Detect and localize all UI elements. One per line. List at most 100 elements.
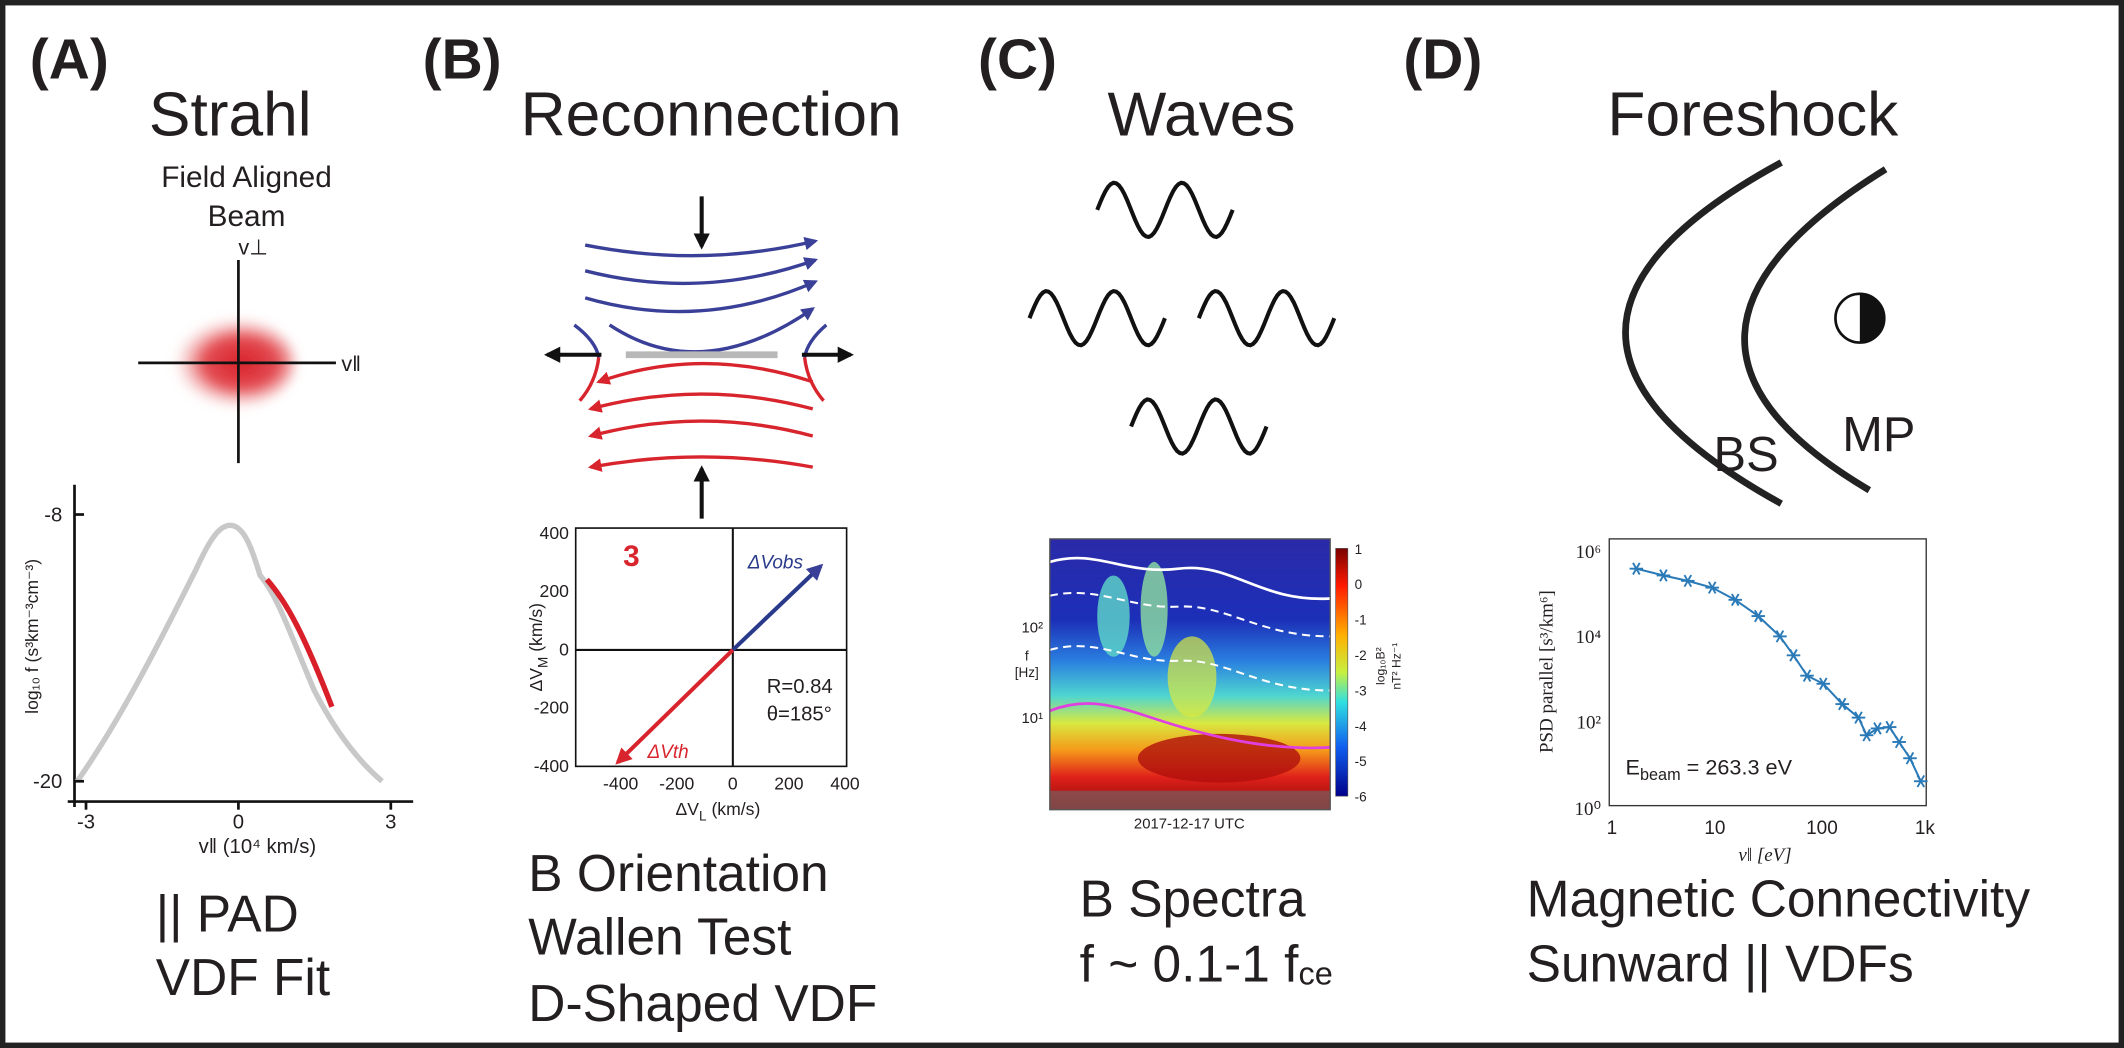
caption: f ~ 0.1-1 fce — [1080, 935, 1333, 993]
psd-markers — [1629, 562, 1928, 788]
tick-label: 10⁶ — [1576, 542, 1602, 563]
shape — [1049, 591, 1331, 638]
tick-label: 10¹ — [1022, 711, 1044, 727]
panel-title: Foreshock — [1607, 80, 1899, 149]
shape — [802, 357, 825, 402]
shape — [578, 357, 601, 402]
wave-icons — [1027, 180, 1337, 456]
wave — [1196, 288, 1337, 348]
shape — [1137, 733, 1301, 783]
text-part: L — [699, 809, 707, 824]
marker — [1862, 728, 1871, 742]
tick-label: 1 — [1607, 818, 1618, 839]
tick-label: 10⁰ — [1575, 799, 1602, 820]
subtitle: Beam — [208, 200, 286, 233]
tick-label: 0 — [1355, 577, 1363, 592]
vth-arrow — [615, 648, 735, 765]
ticks: 400 200 0 -200 -400 -400 -200 0 200 400 — [534, 523, 860, 793]
text-part: ΔV — [676, 799, 700, 819]
plot-box — [574, 527, 848, 768]
panel-a: (A) Strahl Field Aligned Beam v⊥ v‖ -8 -2… — [22, 29, 414, 1006]
wave — [1129, 397, 1269, 456]
y-axis-label: f [Hz] — [1015, 649, 1039, 680]
panel-title: Strahl — [149, 80, 312, 149]
marker — [1894, 735, 1904, 749]
shape — [584, 257, 819, 286]
caption: Magnetic Connectivity — [1527, 870, 2031, 928]
panel-label: (B) — [423, 29, 502, 92]
caption: || PAD — [156, 885, 299, 943]
marker — [1707, 581, 1717, 594]
text-part: f — [1025, 649, 1029, 664]
spectrogram — [1049, 538, 1331, 810]
panel-label: (D) — [1403, 29, 1482, 92]
tick-label: 1k — [1915, 818, 1936, 839]
tick-label: -4 — [1355, 719, 1368, 734]
subtitle: Field Aligned — [161, 161, 332, 194]
tick-label: -8 — [44, 504, 62, 526]
marker — [1683, 574, 1693, 588]
plot-box — [1608, 538, 1927, 807]
shape — [584, 236, 819, 258]
tick-label: -20 — [33, 771, 62, 793]
colorbar-label: log₁₀B² nT² Hz⁻¹ — [1373, 643, 1403, 690]
marker — [1659, 569, 1668, 582]
panel-b: (B) Reconnection 3 ΔVobs ΔVth R=0.84 θ=1… — [423, 29, 902, 1032]
tick-label: 0 — [233, 812, 244, 834]
marker — [1838, 697, 1847, 711]
vobs-label: ΔVobs — [747, 553, 804, 574]
tick-label: -2 — [1355, 648, 1367, 663]
text-part: ΔV — [526, 668, 546, 692]
marker — [1632, 562, 1641, 575]
wave — [1095, 180, 1235, 240]
marker — [1754, 609, 1763, 623]
marker — [1873, 722, 1882, 735]
tick-label: 10⁴ — [1576, 627, 1602, 648]
text-part: [Hz] — [1015, 665, 1039, 680]
marker — [1731, 593, 1740, 607]
tick-label: 10² — [1022, 620, 1044, 636]
caption: Wallen Test — [528, 908, 791, 966]
text-part: beam — [1640, 766, 1681, 784]
bow-shock — [1622, 159, 1783, 507]
flow-arrows — [544, 196, 854, 519]
caption: B Orientation — [528, 844, 828, 902]
shape — [1049, 702, 1331, 750]
shape — [584, 279, 818, 314]
vobs-arrow — [731, 563, 824, 652]
field-lines — [578, 357, 825, 472]
plot-box — [1049, 538, 1331, 811]
colorbar — [1335, 548, 1349, 797]
text-part: B Spectra — [1080, 870, 1306, 928]
vdf-curve — [74, 522, 384, 784]
x-axis-label: v‖ (10⁴ km/s) — [199, 836, 317, 858]
tick-label: -400 — [534, 756, 569, 776]
shape — [1140, 561, 1168, 657]
text-part: = 263.3 eV — [1681, 754, 1793, 779]
marker — [1789, 649, 1798, 662]
shape — [1097, 575, 1130, 657]
text-part: log₁₀B² — [1373, 647, 1387, 685]
shape — [587, 419, 814, 440]
text-part: (km/s) — [526, 603, 546, 657]
text-part: M — [535, 657, 550, 668]
caption: D-Shaped VDF — [528, 974, 877, 1032]
tick-label: 10² — [1576, 712, 1601, 733]
shape — [1049, 556, 1331, 601]
tick-label: -200 — [534, 698, 569, 718]
panel-c: (C) Waves 10² 10¹ 1 0 -1 -2 -3 -4 -5 -6 f [Hz] log… — [978, 29, 1404, 993]
caption: Sunward || VDFs — [1527, 935, 1914, 993]
ticks: 10² 10¹ 1 0 -1 -2 -3 -4 -5 -6 — [1022, 542, 1368, 805]
shape — [608, 307, 815, 354]
tick-label: -3 — [77, 812, 95, 834]
beam-energy: Ebeam = 263.3 eV — [1626, 754, 1793, 783]
marker — [1885, 720, 1894, 734]
planet-shade — [1859, 293, 1885, 343]
text-part: ce — [1298, 955, 1332, 991]
x-axis-label: 2017-12-17 UTC — [1134, 817, 1245, 833]
magnetopause — [1741, 166, 1888, 494]
shape — [1167, 636, 1217, 718]
